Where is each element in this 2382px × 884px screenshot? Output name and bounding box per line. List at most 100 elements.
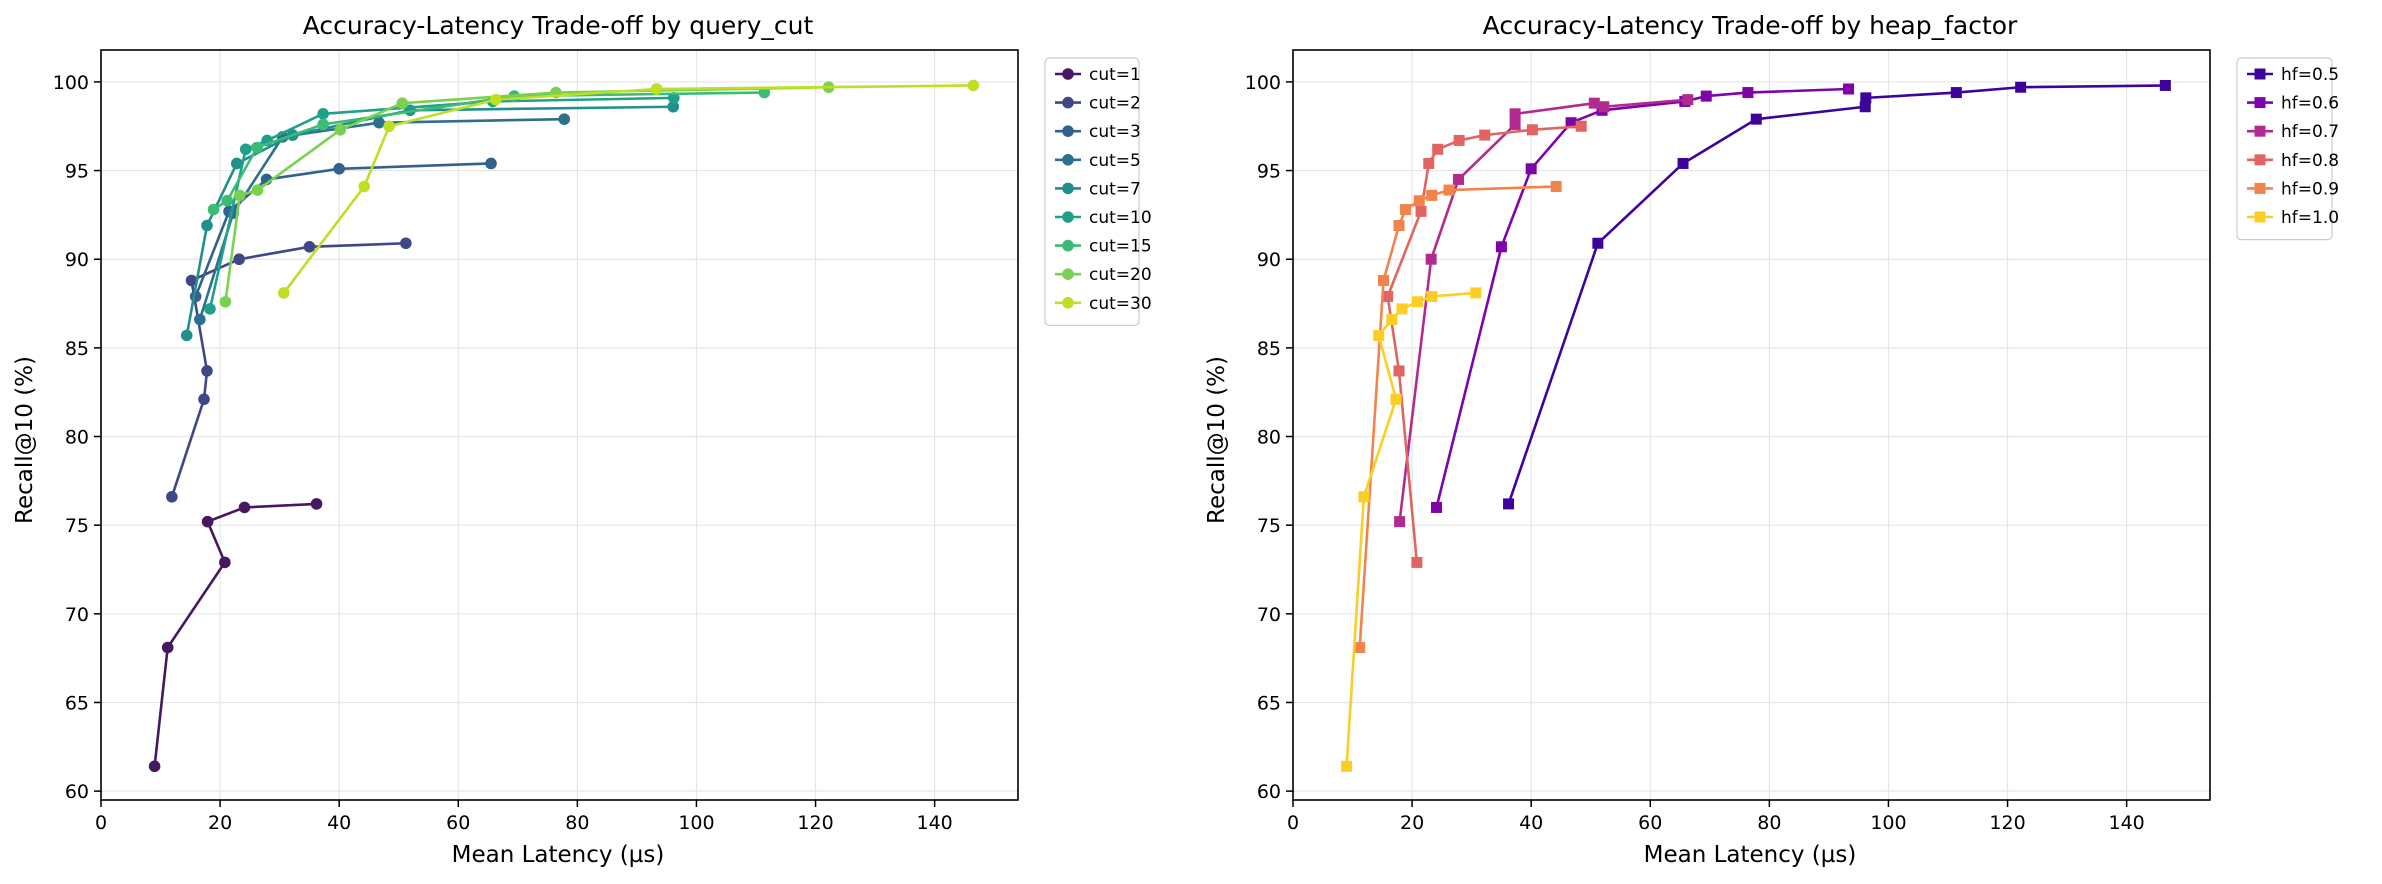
axes: 0 20 40 60 80 100 120 140 60 65 70 75 80 85 90 95 100 (53, 72, 953, 834)
legend-label: hf=0.6 (2281, 94, 2339, 114)
y-tick-label: 80 (1257, 427, 1281, 449)
y-tick-label: 60 (65, 781, 89, 803)
data-point (1431, 501, 1443, 513)
y-tick-label: 75 (1257, 515, 1281, 537)
y-tick-label: 90 (65, 249, 89, 271)
data-point (1750, 113, 1762, 125)
x-tick-label: 0 (1287, 812, 1299, 834)
data-point (310, 498, 323, 510)
series-line (282, 84, 974, 294)
x-tick-label: 100 (678, 812, 714, 834)
data-point (358, 180, 370, 193)
grid (100, 50, 1018, 800)
series-line (1398, 98, 1688, 522)
x-tick-label: 60 (446, 812, 470, 834)
series-cut=1 (148, 498, 323, 773)
legend-label: cut=1 (1089, 65, 1141, 85)
legend-item: hf=0.7 (2247, 122, 2339, 142)
data-point (1400, 204, 1412, 216)
data-point (1588, 97, 1600, 109)
series-hf=1.0 (1341, 287, 1482, 772)
data-point (1495, 241, 1507, 253)
data-point (1700, 90, 1712, 102)
x-tick-label: 140 (2109, 812, 2145, 834)
chart-title: Accuracy-Latency Trade-off by heap_facto… (1483, 11, 2018, 40)
data-point (1479, 129, 1491, 141)
data-point (1426, 189, 1438, 201)
legend-marker (1062, 154, 1074, 166)
chart-left-query-cut: Accuracy-Latency Trade-off by query_cut … (12, 11, 1152, 868)
legend-label: cut=3 (1089, 122, 1141, 142)
y-tick-label: 100 (1245, 72, 1281, 94)
data-point (1382, 290, 1394, 302)
y-tick-label: 60 (1257, 781, 1281, 803)
data-point (650, 83, 663, 95)
series-cut=15 (207, 86, 771, 216)
data-point (1509, 108, 1521, 120)
data-point (1426, 290, 1438, 302)
plot-area (1341, 79, 2171, 772)
series-line (208, 96, 674, 310)
legend-label: hf=0.8 (2281, 151, 2339, 171)
series-line (194, 162, 492, 297)
data-point (558, 113, 571, 125)
legend-marker (1062, 182, 1074, 195)
legend-item: cut=10 (1055, 208, 1152, 228)
data-point (373, 116, 385, 129)
data-point (1432, 143, 1444, 155)
data-point (1411, 296, 1423, 308)
series-cut=2 (166, 237, 412, 503)
data-point (2015, 81, 2027, 93)
y-tick-label: 100 (53, 72, 89, 94)
series-hf=0.8 (1382, 120, 1587, 568)
legend-item: hf=0.9 (2247, 179, 2339, 199)
data-point (1682, 94, 1694, 106)
chart-title: Accuracy-Latency Trade-off by query_cut (303, 11, 814, 40)
data-point (1413, 195, 1425, 207)
data-point (1575, 120, 1587, 132)
y-tick-label: 80 (65, 427, 89, 449)
x-tick-label: 60 (1638, 812, 1662, 834)
data-point (1394, 516, 1406, 528)
legend-item: cut=3 (1055, 122, 1141, 142)
legend-label: cut=20 (1089, 265, 1152, 285)
data-point (1526, 124, 1538, 136)
series-hf=0.7 (1394, 94, 1694, 528)
series-line (1345, 291, 1476, 767)
legend-box (1044, 57, 1140, 326)
legend-marker (2254, 68, 2266, 80)
data-point (198, 393, 210, 406)
series-cut=7 (180, 100, 680, 342)
series-hf=0.5 (1503, 79, 2171, 510)
data-point (207, 203, 220, 216)
data-point (166, 491, 178, 503)
series-line (1386, 124, 1582, 563)
data-point (251, 184, 264, 196)
legend-label: hf=0.7 (2281, 122, 2339, 142)
legend: cut=1 cut=2 cut=3 cut=5 cut=7 cut=10 cut=15 cut… (1044, 57, 1152, 326)
data-point (1393, 365, 1405, 377)
data-point (239, 143, 252, 156)
series-line (185, 105, 674, 336)
data-point (201, 515, 214, 528)
legend-marker (1062, 96, 1074, 109)
data-point (1411, 556, 1423, 568)
data-point (485, 157, 497, 170)
legend-marker (2254, 97, 2266, 109)
data-point (1341, 760, 1353, 772)
y-tick-label: 70 (1257, 604, 1281, 626)
data-point (1550, 181, 1562, 193)
legend-marker (2254, 125, 2266, 137)
legend-label: cut=10 (1089, 208, 1152, 228)
y-tick-label: 65 (65, 692, 89, 714)
data-point (1950, 87, 1962, 99)
data-point (1358, 491, 1370, 503)
plot-frame (100, 49, 1019, 801)
data-point (333, 162, 345, 175)
legend-marker (1062, 68, 1074, 80)
legend-item: cut=7 (1055, 179, 1141, 199)
data-point (1470, 287, 1482, 299)
legend-label: cut=5 (1089, 151, 1141, 171)
data-point (238, 501, 251, 514)
